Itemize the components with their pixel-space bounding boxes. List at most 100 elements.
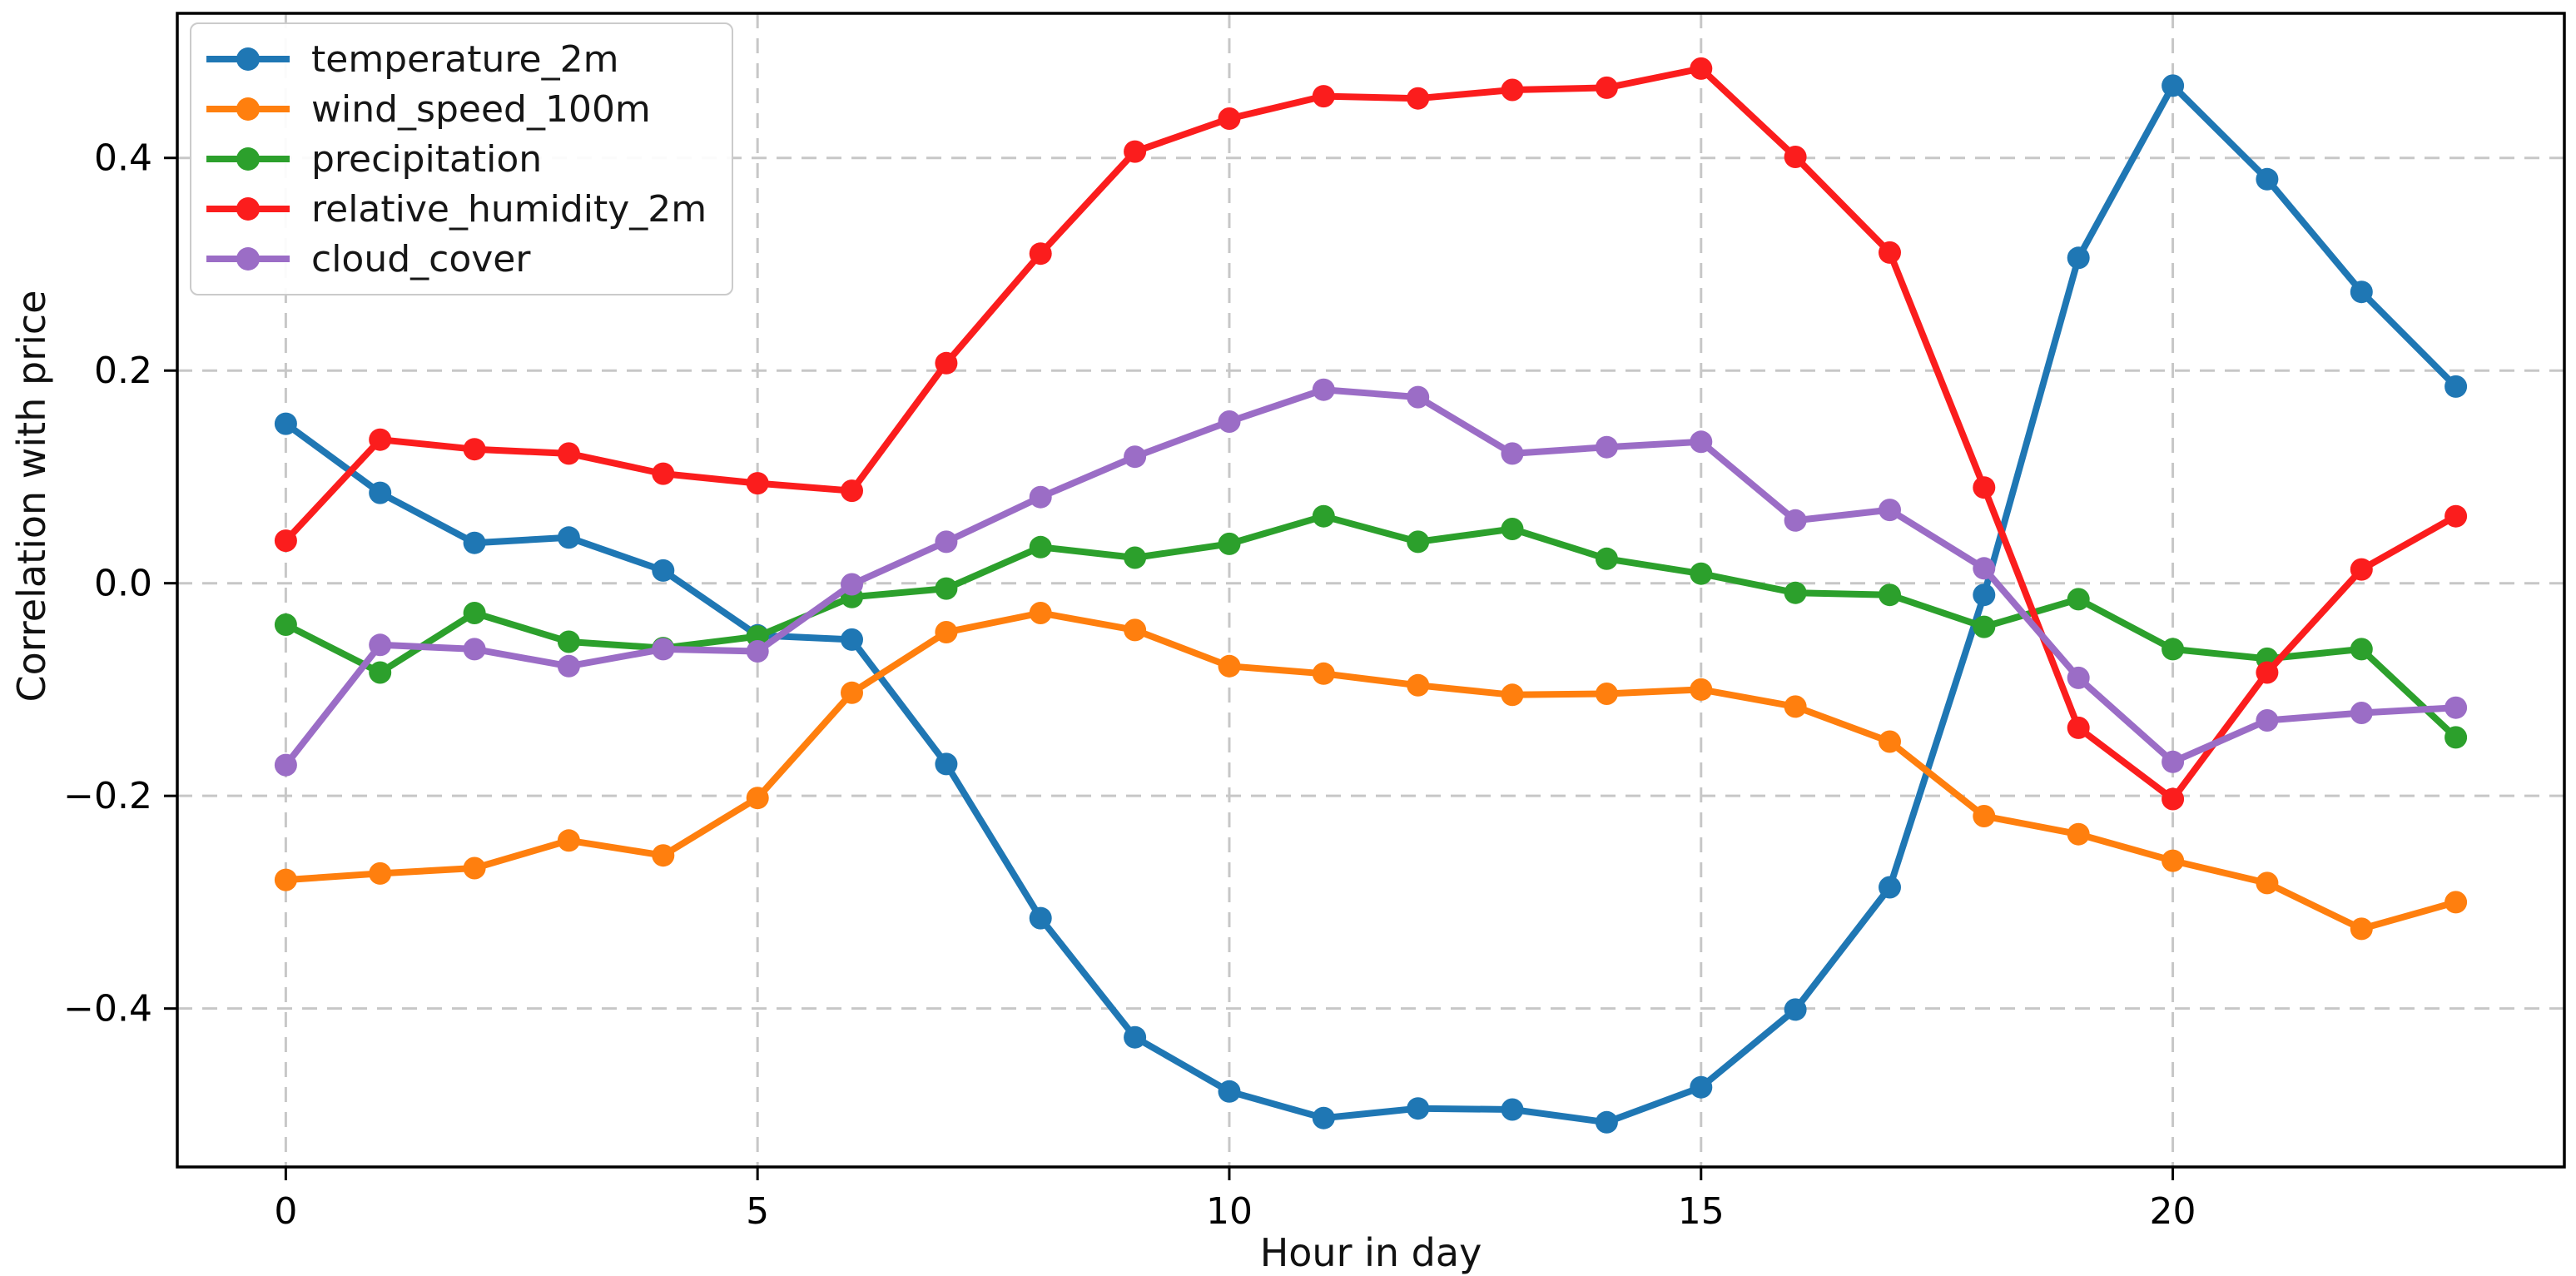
data-point-cloud_cover [652, 638, 675, 661]
data-point-precipitation [935, 577, 958, 600]
data-point-relative_humidity_2m [746, 472, 769, 495]
data-point-precipitation [2067, 588, 2090, 611]
data-point-precipitation [1029, 535, 1052, 559]
legend-label: cloud_cover [311, 237, 531, 281]
data-point-cloud_cover [1407, 385, 1430, 409]
data-point-precipitation [1973, 615, 1996, 638]
data-point-relative_humidity_2m [2256, 661, 2279, 684]
data-point-wind_speed_100m [274, 868, 297, 891]
data-point-relative_humidity_2m [369, 428, 392, 451]
data-point-cloud_cover [1312, 378, 1335, 401]
y-tick-label: 0.0 [94, 563, 152, 605]
data-point-wind_speed_100m [2444, 891, 2468, 914]
legend-line-sample [206, 247, 290, 271]
data-point-wind_speed_100m [1407, 673, 1430, 697]
data-point-temperature_2m [2067, 246, 2090, 270]
data-point-relative_humidity_2m [1973, 476, 1996, 499]
data-point-relative_humidity_2m [463, 438, 486, 461]
legend-line-sample [206, 47, 290, 71]
data-point-cloud_cover [1124, 445, 1147, 469]
x-tick-label: 5 [746, 1190, 769, 1233]
data-point-precipitation [463, 602, 486, 624]
data-point-wind_speed_100m [1595, 683, 1618, 705]
data-point-cloud_cover [369, 633, 392, 657]
data-point-temperature_2m [2162, 74, 2185, 97]
data-point-temperature_2m [369, 481, 392, 504]
data-point-precipitation [1595, 547, 1618, 570]
data-point-temperature_2m [652, 559, 675, 582]
data-point-wind_speed_100m [2256, 871, 2279, 895]
data-point-temperature_2m [935, 752, 958, 776]
data-point-temperature_2m [1595, 1110, 1618, 1134]
data-point-relative_humidity_2m [652, 462, 675, 485]
data-point-temperature_2m [2444, 375, 2468, 398]
data-point-relative_humidity_2m [2067, 716, 2090, 739]
y-tick-label: −0.2 [63, 775, 152, 817]
data-point-temperature_2m [463, 531, 486, 554]
x-tick-label: 20 [2150, 1190, 2196, 1233]
data-point-wind_speed_100m [1029, 602, 1052, 624]
data-point-cloud_cover [2256, 709, 2279, 732]
legend-label: wind_speed_100m [311, 87, 651, 131]
data-point-wind_speed_100m [935, 621, 958, 643]
data-point-wind_speed_100m [2162, 849, 2185, 872]
data-point-cloud_cover [274, 753, 297, 777]
data-point-cloud_cover [463, 638, 486, 661]
data-point-cloud_cover [935, 530, 958, 554]
legend: temperature_2m wind_speed_100m precipitati… [190, 22, 734, 295]
data-point-cloud_cover [746, 640, 769, 663]
data-point-wind_speed_100m [1124, 618, 1147, 642]
legend-label: relative_humidity_2m [311, 187, 707, 231]
data-point-cloud_cover [2350, 702, 2373, 724]
data-point-wind_speed_100m [1973, 805, 1996, 827]
data-point-precipitation [1501, 518, 1524, 540]
data-point-relative_humidity_2m [2350, 558, 2373, 581]
data-point-precipitation [2444, 726, 2468, 749]
series-line-precipitation [282, 513, 2459, 741]
data-point-temperature_2m [1218, 1080, 1241, 1103]
data-point-cloud_cover [2067, 666, 2090, 689]
data-point-precipitation [1879, 583, 1901, 607]
data-point-relative_humidity_2m [1218, 107, 1241, 130]
data-point-cloud_cover [2162, 750, 2185, 773]
data-point-wind_speed_100m [2067, 822, 2090, 846]
data-point-cloud_cover [1784, 509, 1807, 532]
legend-label: temperature_2m [311, 37, 619, 81]
data-point-wind_speed_100m [1312, 662, 1335, 685]
series-line-cloud_cover [282, 386, 2459, 769]
x-tick-label: 0 [274, 1190, 297, 1233]
data-point-cloud_cover [841, 573, 863, 596]
y-tick-label: 0.4 [94, 137, 152, 180]
data-point-wind_speed_100m [1501, 683, 1524, 707]
legend-item-relative_humidity_2m: relative_humidity_2m [205, 184, 707, 234]
y-tick-label: 0.2 [94, 350, 152, 392]
data-point-temperature_2m [274, 412, 297, 435]
x-tick-label: 10 [1206, 1190, 1253, 1233]
data-point-relative_humidity_2m [1029, 242, 1052, 266]
data-point-relative_humidity_2m [1595, 76, 1618, 99]
data-point-precipitation [1124, 546, 1147, 569]
data-point-precipitation [1690, 562, 1713, 585]
data-point-temperature_2m [1973, 583, 1996, 607]
data-point-relative_humidity_2m [2162, 787, 2185, 811]
legend-line-sample [206, 147, 290, 171]
data-point-wind_speed_100m [2350, 917, 2373, 941]
legend-item-wind_speed_100m: wind_speed_100m [205, 84, 707, 134]
legend-item-cloud_cover: cloud_cover [205, 234, 707, 284]
data-point-cloud_cover [1595, 435, 1618, 459]
data-point-precipitation [2162, 638, 2185, 661]
y-tick-label: −0.4 [63, 988, 152, 1030]
data-point-temperature_2m [1879, 876, 1901, 899]
data-point-relative_humidity_2m [1124, 140, 1147, 163]
data-point-relative_humidity_2m [1784, 146, 1807, 168]
legend-item-precipitation: precipitation [205, 134, 707, 184]
data-point-wind_speed_100m [369, 861, 392, 885]
data-point-relative_humidity_2m [2444, 504, 2468, 528]
legend-label: precipitation [311, 137, 543, 181]
data-point-temperature_2m [841, 628, 863, 651]
legend-line-sample [206, 197, 290, 221]
data-point-temperature_2m [1124, 1025, 1147, 1049]
data-point-relative_humidity_2m [1690, 57, 1713, 80]
data-point-cloud_cover [1690, 430, 1713, 454]
